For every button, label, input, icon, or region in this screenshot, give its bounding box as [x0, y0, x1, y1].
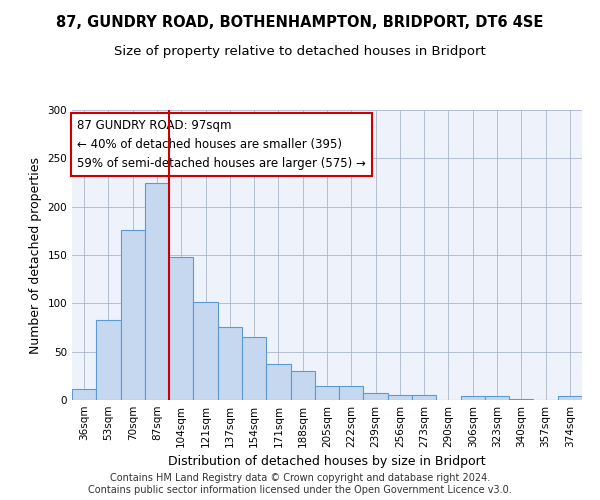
Bar [509, 399, 533, 400]
Bar [145, 184, 169, 400]
Text: Size of property relative to detached houses in Bridport: Size of property relative to detached ho… [114, 45, 486, 58]
Bar [461, 396, 485, 400]
Y-axis label: Number of detached properties: Number of detached properties [29, 156, 42, 354]
Bar [266, 364, 290, 400]
Bar [72, 390, 96, 400]
Bar [388, 395, 412, 400]
Text: 87, GUNDRY ROAD, BOTHENHAMPTON, BRIDPORT, DT6 4SE: 87, GUNDRY ROAD, BOTHENHAMPTON, BRIDPORT… [56, 15, 544, 30]
Bar [193, 302, 218, 400]
Bar [290, 371, 315, 400]
Bar [315, 386, 339, 400]
Bar [96, 320, 121, 400]
Bar [242, 337, 266, 400]
Bar [485, 396, 509, 400]
Text: Contains HM Land Registry data © Crown copyright and database right 2024.
Contai: Contains HM Land Registry data © Crown c… [88, 474, 512, 495]
Bar [169, 257, 193, 400]
Bar [412, 395, 436, 400]
Bar [218, 326, 242, 400]
X-axis label: Distribution of detached houses by size in Bridport: Distribution of detached houses by size … [168, 456, 486, 468]
Bar [364, 393, 388, 400]
Bar [339, 386, 364, 400]
Bar [558, 396, 582, 400]
Bar [121, 230, 145, 400]
Text: 87 GUNDRY ROAD: 97sqm
← 40% of detached houses are smaller (395)
59% of semi-det: 87 GUNDRY ROAD: 97sqm ← 40% of detached … [77, 118, 366, 170]
